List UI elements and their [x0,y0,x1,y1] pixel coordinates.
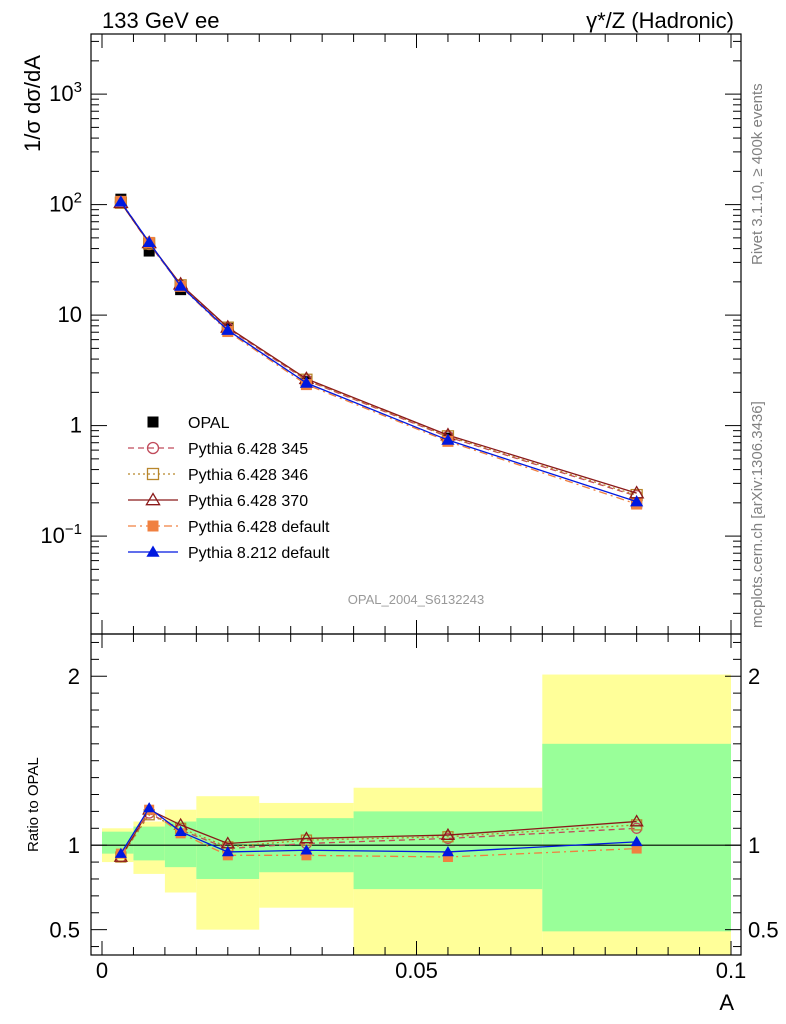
ratio-y-tick-label: 0.5 [49,918,80,943]
legend-marker [146,545,160,557]
ratio-series-pythia-8-212-default [114,802,643,858]
ratio-point [631,843,642,854]
data-point [221,323,235,335]
ratio-panel-axes: 0.5 0.5 1 1 2 2 0 0.05 0.1 [49,633,779,983]
ratio-y-axis-label: Ratio to OPAL [25,757,42,852]
ratio-point [174,825,187,836]
main-panel-series [113,193,645,510]
data-point [143,245,155,257]
legend: OPAL Pythia 6.428 345 Pythia 6.428 346 Pyth… [128,415,330,562]
ratio-y-tick-label: 1 [68,833,80,858]
rivet-label: Rivet 3.1.10, ≥ 400k events [749,83,766,265]
ratio-y-tick-label-right: 1 [748,833,760,858]
legend-label: Pythia 6.428 345 [188,441,308,458]
main-y-axis-label: 1/σ dσ/dA [20,55,45,152]
legend-label: Pythia 6.428 default [188,519,330,536]
main-y-tick-label: 10 [58,302,82,327]
ratio-point [301,850,312,861]
ratio-point [630,835,643,847]
header-left: 133 GeV ee [102,8,219,33]
header-right: γ*/Z (Hadronic) [586,8,734,33]
x-tick-label: 0 [96,958,108,983]
legend-label: Pythia 8.212 default [188,545,330,562]
ratio-point [440,827,456,840]
ratio-y-tick-label-right: 0.5 [748,918,779,943]
data-point [630,495,644,507]
mcplots-label: mcplots.cern.ch [arXiv:1306.3436] [749,401,766,628]
data-point [174,279,188,291]
data-point [142,235,156,247]
ratio-y-tick-label-right: 2 [748,664,760,689]
ratio-point [299,831,314,844]
ratio-point [114,847,127,858]
ratio-y-tick-label: 2 [68,664,80,689]
main-y-tick-label: 1 [70,413,82,438]
data-point [114,195,128,207]
legend-marker [145,492,161,506]
analysis-id-label: OPAL_2004_S6132243 [348,592,484,607]
legend-marker [147,416,159,428]
series-pythia-8-212-default [114,195,644,507]
legend-marker [147,520,159,532]
legend-entry-pythia-6-428-346: Pythia 6.428 346 [128,467,308,484]
ratio-point [441,846,454,857]
main-y-tick-label: 10−1 [40,521,82,548]
ratio-point [221,846,234,857]
x-axis-label: A [719,990,734,1015]
legend-label: Pythia 6.428 370 [188,493,308,510]
legend-label: Pythia 6.428 346 [188,467,308,484]
data-point [299,376,314,388]
ratio-point [442,852,453,863]
legend-marker [146,441,160,455]
legend-entry-pythia-6-428-345: Pythia 6.428 345 [128,441,308,458]
ratio-point [143,802,156,813]
legend-entry-pythia-6-428-370: Pythia 6.428 370 [128,492,308,510]
data-point [441,433,455,445]
x-tick-label: 0.05 [395,958,438,983]
legend-label: OPAL [188,415,230,432]
ratio-panel-series [113,802,644,863]
ratio-point [629,814,644,827]
x-tick-label: 0.1 [716,958,747,983]
legend-entry-pythia-6-428-default: Pythia 6.428 default [128,519,330,536]
legend-entry-opal: OPAL [147,415,230,432]
inner-band [133,826,165,861]
main-y-tick-label: 103 [49,79,82,106]
legend-marker [146,467,160,481]
ratio-point [300,844,313,855]
legend-entry-pythia-8-212-default: Pythia 8.212 default [128,545,330,562]
